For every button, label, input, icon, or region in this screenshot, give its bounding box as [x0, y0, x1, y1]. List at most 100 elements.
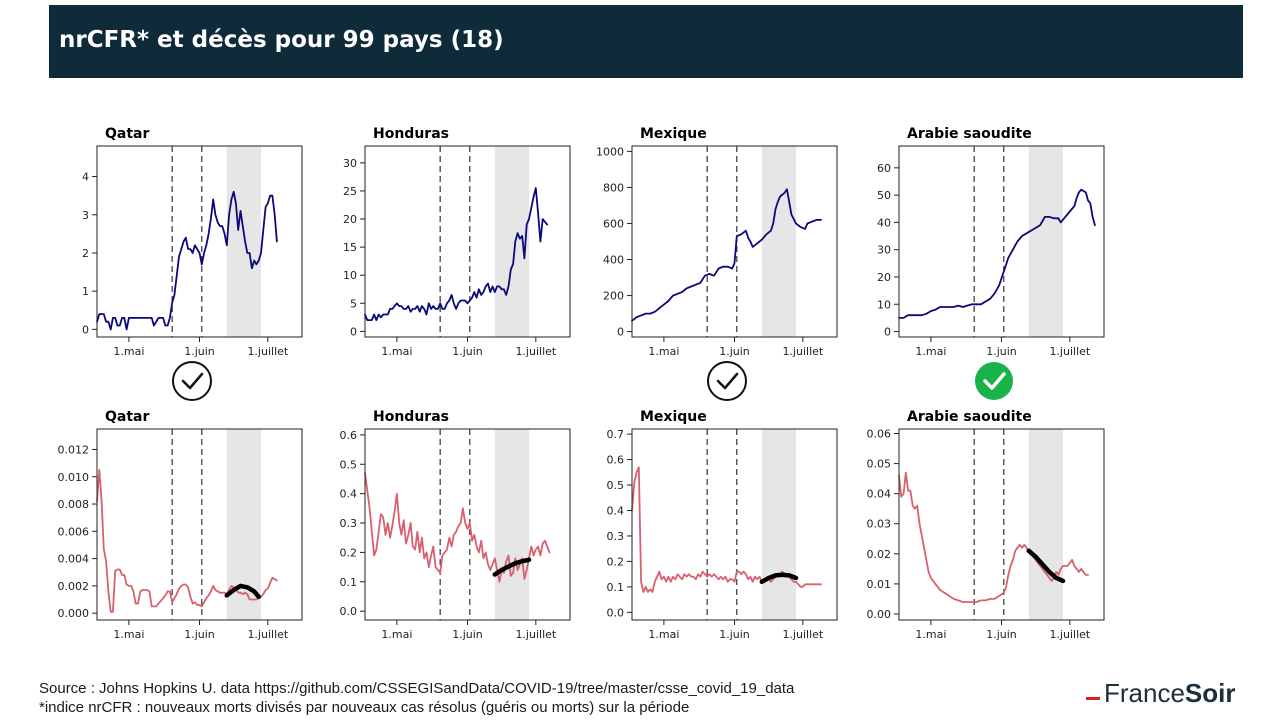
check-outline-icon [172, 361, 212, 401]
check-circle [975, 362, 1013, 400]
check-circle [172, 361, 212, 401]
chart-title: Mexique [640, 126, 707, 142]
plot-frame [631, 428, 838, 621]
y-tick-label: 0.5 [607, 479, 625, 492]
plot-frame [364, 145, 571, 338]
y-tick-label: 0.01 [867, 578, 892, 591]
chart-panel-6: Honduras 0.0 0.1 0.2 0.3 0.4 0.5 0.6 1.mai 1.juin… [340, 409, 571, 641]
y-tick-label: 4 [82, 171, 89, 184]
y-tick-label: 0.06 [867, 428, 892, 441]
shaded-period [494, 429, 529, 620]
plot-frame [96, 428, 303, 621]
y-tick-label: 0 [884, 326, 891, 339]
x-tick-label: 1.juillet [1049, 628, 1090, 641]
y-tick-label: 20 [877, 271, 891, 284]
y-tick-label: 0.3 [607, 530, 625, 543]
plot-frame [364, 428, 571, 621]
chart-title: Qatar [105, 126, 149, 142]
y-tick-label: 40 [877, 216, 891, 229]
x-tick-label: 1.juillet [247, 345, 288, 358]
plot-frame [898, 145, 1105, 338]
y-tick-label: 0.4 [607, 504, 625, 517]
y-tick-label: 600 [603, 217, 624, 230]
plot-frame [96, 145, 303, 338]
y-tick-label: 10 [343, 269, 357, 282]
x-tick-label: 1.juillet [247, 628, 288, 641]
plot-frame [898, 428, 1105, 621]
y-tick-label: 1000 [596, 145, 624, 158]
series-line [898, 471, 1089, 603]
y-tick-label: 20 [343, 213, 357, 226]
chart-panel-2: Honduras 0 5 10 15 20 25 30 1.mai 1.juin 1.juillet [343, 126, 571, 358]
y-tick-label: 10 [877, 298, 891, 311]
check-circle [707, 361, 747, 401]
chart-title: Honduras [373, 409, 449, 425]
y-tick-label: 0.012 [58, 443, 90, 456]
chart-panel-5: Qatar 0.000 0.002 0.004 0.006 0.008 0.010 0.012… [58, 409, 303, 641]
x-tick-label: 1.juillet [782, 345, 823, 358]
page-title: nrCFR* et décès pour 99 pays (18) [59, 27, 504, 53]
y-tick-label: 2 [82, 247, 89, 260]
y-tick-label: 0.0 [607, 606, 625, 619]
chart-title: Honduras [373, 126, 449, 142]
y-tick-label: 0.5 [340, 458, 358, 471]
chart-title: Mexique [640, 409, 707, 425]
y-tick-label: 30 [877, 244, 891, 257]
chart-panel-4: Arabie saoudite 0 10 20 30 40 50 60 1.mai 1.juin 1… [877, 126, 1105, 358]
y-tick-label: 0.7 [607, 428, 625, 441]
plot-frame [631, 145, 838, 338]
x-tick-label: 1.mai [915, 628, 946, 641]
check-outline-icon [707, 361, 747, 401]
x-tick-label: 1.mai [113, 345, 144, 358]
chart-title: Arabie saoudite [907, 126, 1032, 142]
x-tick-label: 1.mai [915, 345, 946, 358]
y-tick-label: 0.008 [58, 498, 90, 511]
trend-line [759, 572, 799, 585]
y-tick-label: 0 [82, 323, 89, 336]
x-tick-label: 1.juin [452, 628, 483, 641]
chart-title: Qatar [105, 409, 149, 425]
x-tick-label: 1.juin [986, 345, 1017, 358]
trend-line [492, 557, 532, 577]
y-tick-label: 0.04 [867, 488, 892, 501]
series-line [364, 187, 549, 321]
series-line [96, 469, 278, 613]
y-tick-label: 0.1 [340, 576, 358, 589]
x-tick-label: 1.mai [648, 345, 679, 358]
y-tick-label: 0.6 [607, 454, 625, 467]
y-tick-label: 0.3 [340, 517, 358, 530]
trend-line [1026, 548, 1066, 584]
y-tick-label: 0.1 [607, 581, 625, 594]
x-tick-label: 1.juillet [1049, 345, 1090, 358]
x-tick-label: 1.juin [452, 345, 483, 358]
logo-dash-mark [1086, 697, 1100, 700]
y-tick-label: 50 [877, 189, 891, 202]
y-tick-label: 0.2 [340, 546, 358, 559]
y-tick-label: 0.002 [58, 580, 90, 593]
x-tick-label: 1.juin [986, 628, 1017, 641]
x-tick-label: 1.juin [719, 628, 750, 641]
logo-text-soir: Soir [1184, 678, 1236, 708]
logo-text-france: France [1104, 678, 1185, 708]
chart-panel-1: Qatar 0 1 2 3 4 1.mai 1.juin 1.juillet [82, 126, 303, 358]
check-tick [716, 372, 739, 390]
shaded-period [1028, 146, 1063, 337]
chart-panel-3: Mexique 0 200 400 600 800 1000 1.mai 1.juin 1.jui… [596, 126, 838, 358]
check-tick [983, 372, 1006, 390]
y-tick-label: 0.4 [340, 488, 358, 501]
x-tick-label: 1.mai [648, 628, 679, 641]
y-tick-label: 5 [350, 297, 357, 310]
trend-line [224, 583, 261, 600]
check-tick [181, 372, 204, 390]
x-tick-label: 1.mai [113, 628, 144, 641]
y-tick-label: 400 [603, 254, 624, 267]
y-tick-label: 0 [350, 325, 357, 338]
x-tick-label: 1.mai [381, 628, 412, 641]
shaded-period [761, 146, 796, 337]
y-tick-label: 0.006 [58, 525, 90, 538]
y-tick-label: 0.02 [867, 548, 892, 561]
y-tick-label: 0 [617, 326, 624, 339]
y-tick-label: 25 [343, 185, 357, 198]
series-line [96, 190, 278, 331]
